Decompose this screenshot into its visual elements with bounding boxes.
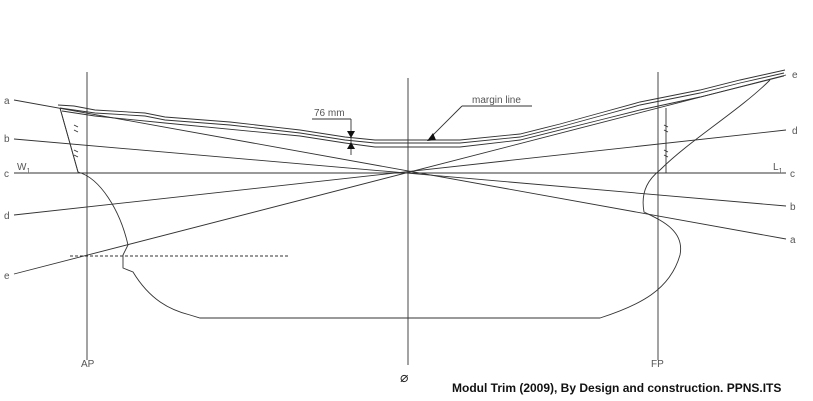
- fp-label: FP: [651, 359, 664, 370]
- label-left-a: a: [4, 96, 10, 107]
- label-right-e: e: [792, 70, 798, 81]
- label-right-b: b: [790, 202, 796, 213]
- label-left-b: b: [4, 134, 10, 145]
- deck-line-inner: [59, 72, 785, 144]
- margin-line: [61, 75, 785, 148]
- margin-line-label: margin line: [472, 95, 521, 106]
- waterline-a: [13, 99, 787, 240]
- label-right-a: a: [790, 235, 796, 246]
- draft-tick-marks: [73, 124, 669, 158]
- margin-leader: [429, 105, 463, 139]
- w1-label: W1: [17, 162, 30, 175]
- midship-symbol: ⌀: [400, 370, 409, 386]
- waterline-e: [13, 74, 787, 275]
- arrow-up-icon: [347, 142, 355, 149]
- ap-label: AP: [81, 359, 95, 370]
- l1-label: L1: [773, 162, 783, 175]
- margin-arrow-icon: [427, 133, 436, 141]
- caption: Modul Trim (2009), By Design and constru…: [452, 381, 782, 395]
- label-right-c: c: [790, 169, 795, 180]
- hull-outline: [59, 79, 771, 319]
- waterline-d: [13, 129, 787, 216]
- arrow-down-icon: [347, 131, 355, 138]
- stern-rake: [59, 107, 79, 173]
- dimension-label: 76 mm: [314, 108, 345, 119]
- label-left-d: d: [4, 211, 10, 222]
- label-right-d: d: [792, 126, 798, 137]
- deck-line: [57, 69, 786, 141]
- label-left-e: e: [4, 271, 10, 282]
- label-left-c: c: [4, 169, 9, 180]
